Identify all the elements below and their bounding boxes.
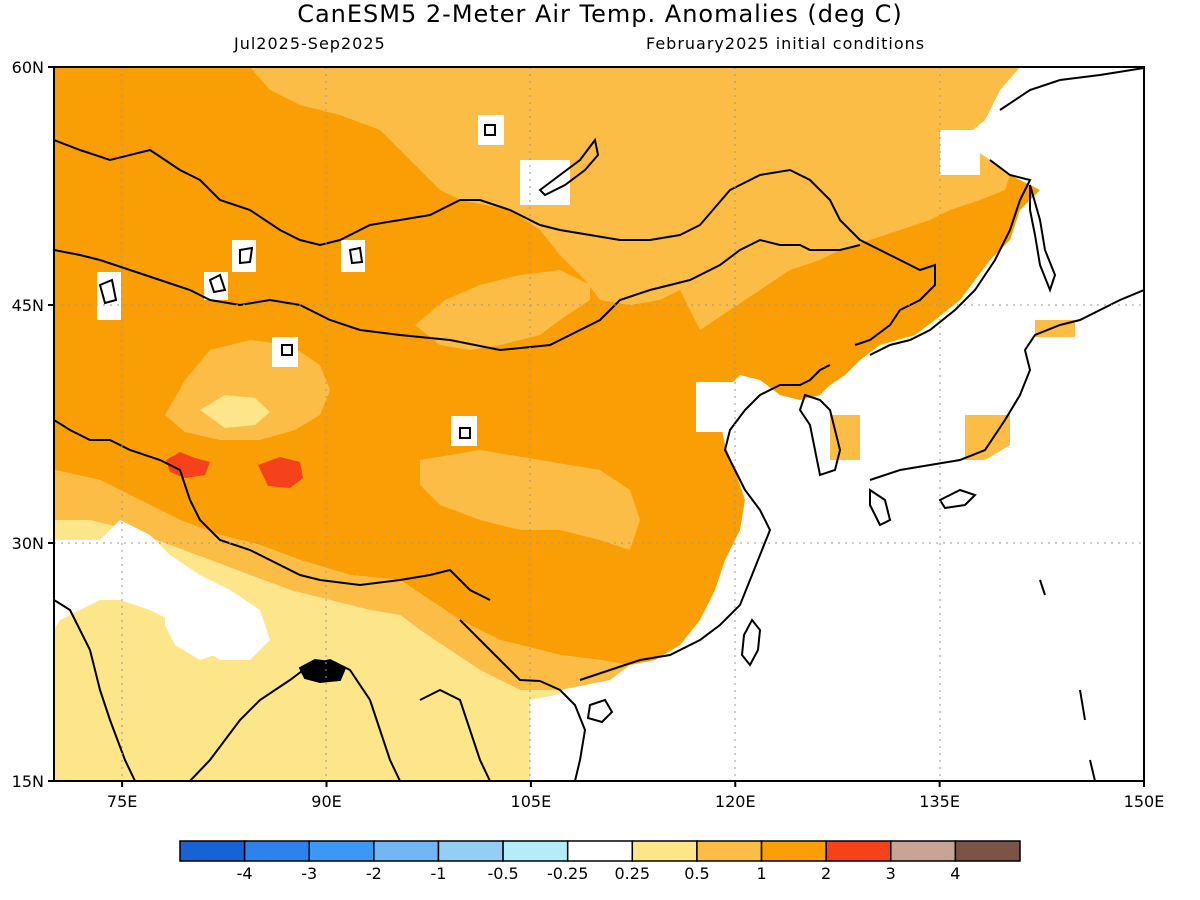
anomaly-region-0.5-1-south (54, 470, 630, 690)
mask-cell (272, 337, 298, 367)
colorbar-label: 2 (821, 864, 831, 883)
lon-tick-label: 120E (715, 792, 756, 811)
mask-cell (232, 240, 256, 272)
colorbar-label: 1 (756, 864, 766, 883)
anomaly-region-0.25-0.5-tibet-core (200, 395, 270, 428)
colorbar-swatch (502, 840, 569, 862)
lon-tick-label: 75E (107, 792, 137, 811)
anomaly-region-0.5-1-center (415, 270, 590, 350)
mask-cell (451, 416, 477, 446)
lon-tick-label: 150E (1124, 792, 1165, 811)
colorbar-swatch (566, 840, 634, 862)
colorbar-label: 4 (950, 864, 960, 883)
lon-tick-label: 90E (311, 792, 341, 811)
longitude-axis: 75E 90E 105E 120E 135E 150E (107, 781, 1164, 811)
lat-tick-label: 30N (12, 534, 44, 553)
colorbar-swatch (890, 840, 957, 862)
coastlines (54, 67, 1144, 781)
colorbar-swatch (437, 840, 504, 862)
anomaly-region-2-3-east (258, 457, 303, 488)
anomaly-field (54, 67, 1144, 781)
anomaly-white-india-inner (165, 585, 245, 660)
mask-cell (696, 382, 736, 432)
colorbar-swatch (696, 840, 763, 862)
colorbar-label: 0.5 (684, 864, 709, 883)
colorbar-swatch (308, 840, 375, 862)
colorbar-label: 3 (886, 864, 896, 883)
anomaly-region-0.5-1-korea (830, 415, 860, 460)
mask-cell (940, 130, 980, 175)
colorbar-label: -3 (301, 864, 317, 883)
gridlines (54, 67, 1144, 781)
colorbar-swatch (954, 840, 1021, 862)
lon-tick-label: 105E (511, 792, 552, 811)
colorbar-label: -0.5 (487, 864, 518, 883)
lat-tick-label: 15N (12, 772, 44, 791)
colorbar-label: -1 (430, 864, 446, 883)
anomaly-region-2-3-west (166, 452, 210, 478)
mask-cell (97, 272, 121, 320)
anomaly-region-0.5-1-honshu (965, 415, 1010, 460)
anomaly-region-0.5-1-north (250, 67, 1020, 330)
colorbar-label: -2 (366, 864, 382, 883)
anomaly-region-0.5-1-sichuan (420, 450, 640, 550)
colorbar-swatch (631, 840, 698, 862)
colorbar-label: 0.25 (614, 864, 650, 883)
map-frame (53, 66, 1145, 782)
colorbar-swatch (373, 840, 440, 862)
lon-tick-label: 135E (919, 792, 960, 811)
colorbar-swatch (760, 840, 827, 862)
colorbar: -4 -3 -2 -1 -0.5 -0.25 0.25 0.5 1 2 3 4 (179, 840, 1021, 883)
colorbar-label: -0.25 (547, 864, 588, 883)
mask-cell (478, 115, 504, 145)
forecast-period: Jul2025-Sep2025 (234, 34, 386, 53)
colorbar-swatch (179, 840, 246, 862)
lat-tick-label: 45N (12, 296, 44, 315)
map-title: CanESM5 2-Meter Air Temp. Anomalies (deg… (297, 0, 903, 28)
colorbar-swatch (243, 840, 310, 862)
mask-cell (520, 160, 570, 205)
colorbar-swatch (825, 840, 892, 862)
latitude-axis: 60N 45N 30N 15N (12, 58, 54, 791)
colorbar-label: -4 (237, 864, 253, 883)
lat-tick-label: 60N (12, 58, 44, 77)
initial-conditions: February2025 initial conditions (646, 34, 926, 53)
